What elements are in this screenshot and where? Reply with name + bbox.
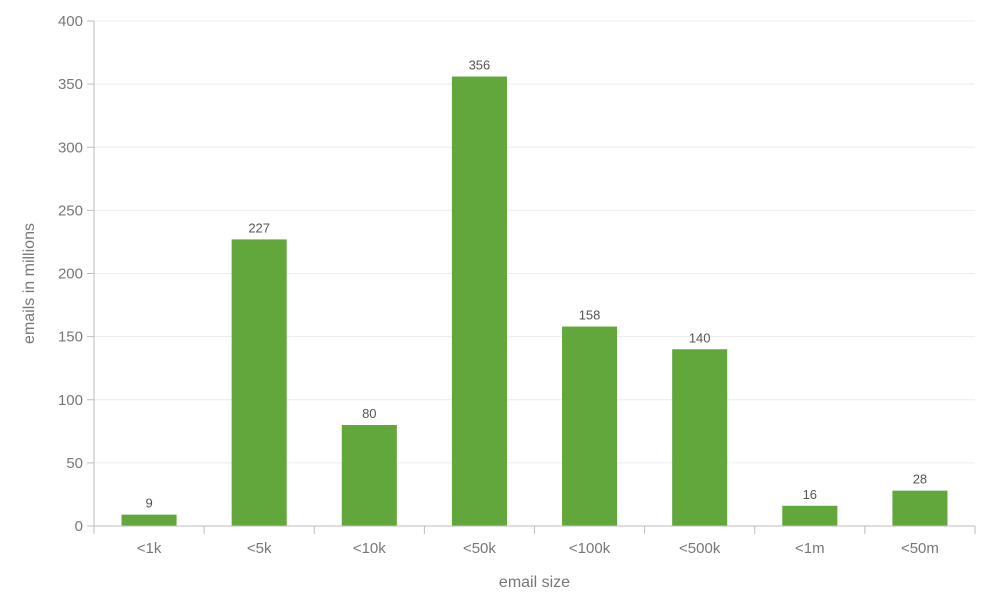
- bar: [892, 490, 948, 526]
- bar: [341, 425, 397, 526]
- y-tick-label: 50: [66, 455, 83, 472]
- x-tick-label: <50m: [901, 540, 939, 557]
- y-tick-label: 350: [58, 76, 83, 93]
- bar-value-label: 356: [469, 58, 491, 73]
- x-tick-label: <1k: [137, 540, 162, 557]
- y-tick-labels: 0 50 100 150 200 250 300 350 400: [58, 13, 94, 535]
- gridlines: [94, 20, 975, 464]
- x-tick-label: <500k: [679, 540, 721, 557]
- y-tick-label: 400: [58, 13, 83, 30]
- bar: [231, 239, 287, 526]
- bar-value-label: 28: [913, 472, 927, 487]
- bar: [782, 505, 838, 526]
- y-axis-title: emails in millions: [21, 223, 38, 344]
- bar: [451, 76, 507, 527]
- bar-value-label: 9: [145, 496, 152, 511]
- bar-value-label: 158: [579, 308, 601, 323]
- y-tick-label: 250: [58, 202, 83, 219]
- y-tick-label: 200: [58, 266, 83, 283]
- bar-value-label: 80: [362, 406, 376, 421]
- bar-value-label: 140: [689, 330, 711, 345]
- y-tick-label: 300: [58, 139, 83, 156]
- bars: [121, 76, 948, 527]
- data-labels: 9 227 80 356 158 140 16 28: [145, 58, 927, 511]
- bar: [562, 326, 618, 526]
- bar: [672, 349, 728, 526]
- y-tick-label: 150: [58, 329, 83, 346]
- x-tick-labels: <1k <5k <10k <50k <100k <500k <1m <50m: [93, 526, 976, 557]
- bar-value-label: 227: [248, 220, 270, 235]
- y-tick-label: 0: [75, 518, 83, 535]
- x-tick-label: <50k: [463, 540, 496, 557]
- y-tick-label: 100: [58, 392, 83, 409]
- x-tick-label: <1m: [795, 540, 825, 557]
- x-axis-title: email size: [499, 574, 570, 591]
- bar: [121, 514, 177, 526]
- bar-value-label: 16: [803, 487, 817, 502]
- x-tick-label: <5k: [247, 540, 272, 557]
- x-tick-label: <100k: [569, 540, 611, 557]
- x-tick-label: <10k: [353, 540, 386, 557]
